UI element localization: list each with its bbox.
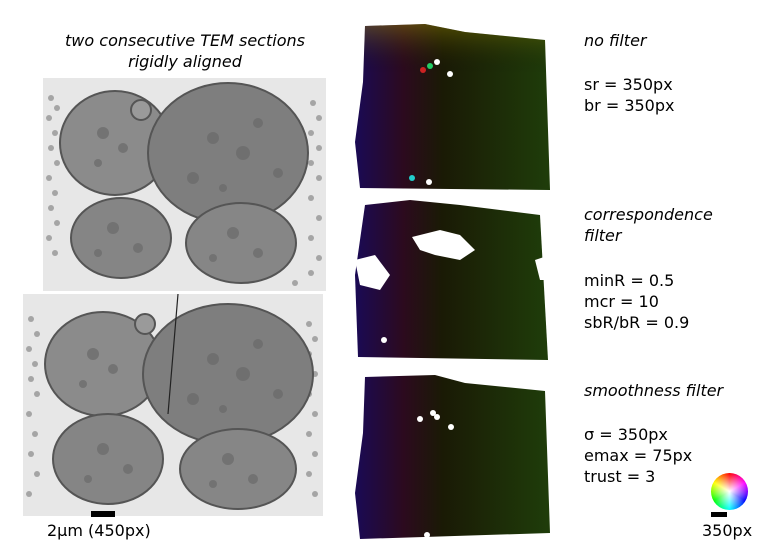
panel3-param-trust: trust = 3 <box>584 467 656 486</box>
panel3-param-emax: emax = 75px <box>584 446 693 465</box>
panel2-params: minR = 0.5 mcr = 10 sbR/bR = 0.9 <box>584 270 689 333</box>
tem-scale-bar <box>91 511 115 517</box>
field-scale-bar <box>711 512 727 517</box>
panel2-param-mcr: mcr = 10 <box>584 292 659 311</box>
panel1-param-br: br = 350px <box>584 96 675 115</box>
panel1-param-sr: sr = 350px <box>584 75 673 94</box>
panel2-param-minr: minR = 0.5 <box>584 271 675 290</box>
tem-title-line1: two consecutive TEM sections <box>65 31 305 50</box>
panel1-title: no filter <box>584 30 647 51</box>
field-correspondence-filter <box>355 200 550 360</box>
panel3-param-sigma: σ = 350px <box>584 425 668 444</box>
tem-title-line2: rigidly aligned <box>128 52 242 71</box>
panel3-title-line1: smoothness filter <box>584 381 724 400</box>
panel2-param-sbr: sbR/bR = 0.9 <box>584 313 690 332</box>
tem-section-bottom <box>23 294 323 516</box>
panel2-title: correspondence filter <box>584 204 713 246</box>
panel2-title-line2: filter <box>584 226 622 245</box>
tem-section-top <box>43 78 326 291</box>
panel2-title-line1: correspondence <box>584 205 713 224</box>
field-smoothness-filter <box>355 375 550 539</box>
panel3-title: smoothness filter <box>584 380 723 401</box>
color-wheel-icon <box>711 473 748 510</box>
panel1-title-line1: no filter <box>584 31 647 50</box>
panel1-params: sr = 350px br = 350px <box>584 74 674 116</box>
tem-scale-label: 2µm (450px) <box>47 521 151 540</box>
field-scale-label: 350px <box>702 521 753 540</box>
panel3-params: σ = 350px emax = 75px trust = 3 <box>584 424 692 487</box>
field-no-filter <box>355 24 550 190</box>
tem-title: two consecutive TEM sections rigidly ali… <box>40 30 330 72</box>
